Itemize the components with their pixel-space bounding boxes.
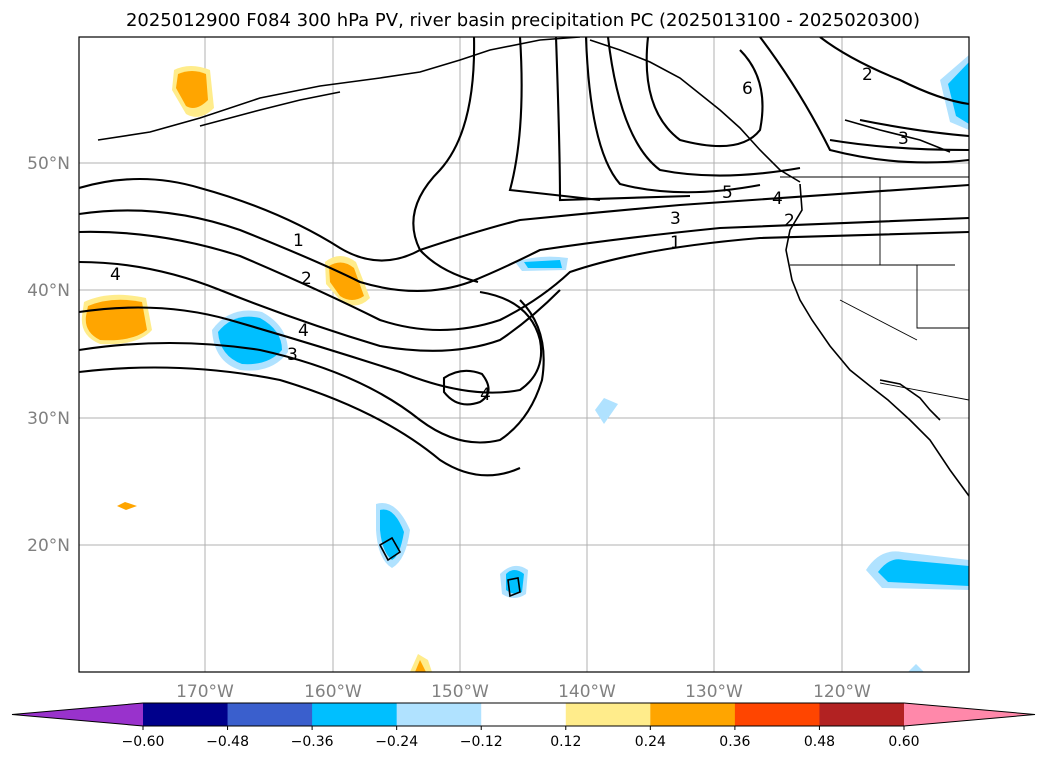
colorbar-segment [481, 703, 567, 726]
pv-label: 3 [670, 209, 681, 229]
coastline-southeast-alaska [589, 39, 801, 183]
lon-label: 120°W [813, 682, 871, 702]
pv-contour-north-9 [829, 138, 969, 152]
pv-contour-7 [79, 366, 521, 477]
pv-contour-north-8 [859, 118, 969, 138]
colorbar-tick-label: 0.48 [804, 734, 835, 750]
precip-negative-patch [948, 62, 969, 124]
pv-label: 2 [784, 211, 795, 231]
pv-contour-north-5 [606, 37, 801, 177]
precip-negative-patch [908, 664, 924, 672]
colorbar-tick-label: −0.48 [206, 734, 249, 750]
pv-contour-north-7 [819, 37, 969, 106]
colorbar-segment [819, 703, 905, 726]
coastline-aleutians-alaska [97, 37, 581, 141]
border-state [839, 299, 918, 341]
pv-label: 1 [293, 231, 304, 251]
lat-label: 30°N [27, 409, 70, 429]
lat-label: 50°N [27, 154, 70, 174]
precip-negative-patch [595, 398, 618, 424]
colorbar-segment [396, 703, 482, 726]
lat-label: 40°N [27, 281, 70, 301]
colorbar-segment [312, 703, 398, 726]
pv-label: 6 [742, 79, 753, 99]
colorbar-segment [227, 703, 313, 726]
pv-contour-6 [79, 299, 545, 444]
pv-contour-5 [79, 290, 543, 394]
pv-contour-north-1 [412, 37, 479, 284]
map-frame [78, 36, 970, 673]
precip-positive-patch [176, 71, 208, 108]
lon-label: 140°W [558, 682, 616, 702]
lon-label: 150°W [431, 682, 489, 702]
colorbar-tick-label: 0.12 [550, 734, 581, 750]
border-state [916, 265, 969, 329]
precip-positive-patch [85, 299, 147, 341]
pv-contour-ridge-6 [645, 37, 764, 148]
pv-label: 4 [298, 321, 309, 341]
colorbar-tick-label: −0.12 [460, 734, 503, 750]
border-us-mexico [879, 382, 969, 401]
pv-label: 3 [287, 345, 298, 365]
pv-contour-north-3 [554, 37, 691, 202]
colorbar-segment [650, 703, 736, 726]
coastline-aleutians [199, 91, 341, 127]
colorbar-segment [565, 703, 651, 726]
pv-contour-3 [79, 230, 969, 332]
coastline-baja [879, 379, 941, 421]
pv-contours [79, 37, 969, 477]
pv-label: 2 [862, 65, 873, 85]
pv-contour-north-2 [508, 37, 601, 202]
pv-label: 1 [670, 233, 681, 253]
pv-contour-north-4 [584, 37, 761, 194]
longitude-labels: 170°W 160°W 150°W 140°W 130°W 120°W [176, 682, 871, 702]
colorbar-tick-label: 0.60 [888, 734, 919, 750]
lon-label: 170°W [176, 682, 234, 702]
colorbar-extend-min [12, 703, 143, 726]
precip-positive-patch [415, 660, 426, 672]
colorbar-tick-label: −0.36 [291, 734, 334, 750]
colorbar-segment [734, 703, 820, 726]
lon-label: 130°W [685, 682, 743, 702]
precip-negative-patch [878, 559, 969, 586]
pv-contour-4 [79, 260, 561, 352]
pv-labels: 1 2 3 4 5 6 1 2 3 4 4 2 3 4 [110, 65, 909, 405]
pv-contour-closed [442, 369, 490, 406]
pv-label: 4 [772, 189, 783, 209]
colorbar-tick-label: 0.36 [719, 734, 750, 750]
latitude-labels: 50°N 40°N 30°N 20°N [27, 154, 70, 556]
island-hawaii [378, 536, 402, 562]
coastlines [97, 37, 969, 598]
precip-positive-patch [117, 502, 137, 510]
colorbar-tick-label: 0.24 [635, 734, 666, 750]
pv-contour-1 [79, 177, 969, 262]
colorbar-tick-label: −0.24 [375, 734, 418, 750]
pv-label: 2 [301, 269, 312, 289]
lat-label: 20°N [27, 536, 70, 556]
colorbar-segment [143, 703, 229, 726]
coastline-bc [844, 119, 951, 153]
pv-label: 3 [898, 129, 909, 149]
pv-contour-2 [79, 209, 969, 292]
pv-contour-north-6 [759, 37, 969, 164]
colorbar: −0.60 −0.48 −0.36 −0.24 −0.12 0.12 0.24 0.36 0.4… [11, 702, 1036, 750]
colorbar-tick-label: −0.60 [122, 734, 165, 750]
pv-label: 4 [480, 385, 491, 405]
lon-label: 160°W [304, 682, 362, 702]
figure-title: 2025012900 F084 300 hPa PV, river basin … [126, 10, 920, 31]
island-patch [507, 577, 521, 598]
map-panel: 1 2 3 4 5 6 1 2 3 4 4 2 3 4 [78, 36, 970, 673]
pv-label: 5 [722, 183, 733, 203]
colorbar-extend-max [904, 703, 1035, 726]
precip-negative-patch [524, 260, 562, 268]
pv-label: 4 [110, 265, 121, 285]
